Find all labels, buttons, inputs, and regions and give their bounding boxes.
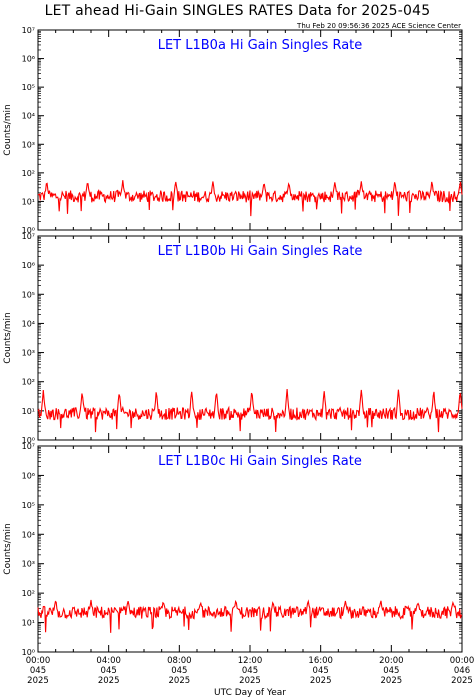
x-tick-label: 2025 [169,676,191,686]
y-tick-label: 10⁶ [22,261,35,270]
x-tick-label: 045 [383,666,399,676]
y-tick-label: 10⁰ [22,436,35,445]
plot-frame [37,445,463,653]
x-tick-label: 00:00 [26,656,51,666]
y-axis-label: Counts/min [3,523,13,574]
x-tick-label: 16:00 [308,656,333,666]
y-tick-label: 10⁵ [22,290,35,299]
y-tick-label: 10¹ [22,619,35,628]
chart-title: LET ahead Hi-Gain SINGLES RATES Data for… [44,3,431,19]
x-tick-label: 045 [30,666,46,676]
panel-title: LET L1B0c Hi Gain Singles Rate [158,454,362,469]
x-tick-label: 08:00 [167,656,192,666]
x-tick-label: 2025 [27,676,49,686]
y-tick-label: 10⁰ [22,648,35,657]
generation-timestamp: Thu Feb 20 09:56:36 2025 ACE Science Cen… [297,22,461,30]
y-tick-label: 10⁴ [22,319,35,328]
x-tick-label: 2025 [98,676,120,686]
y-tick-label: 10¹ [22,407,35,416]
x-tick-label: 2025 [451,676,473,686]
x-axis-label: UTC Day of Year [214,688,286,698]
y-tick-label: 10⁷ [22,26,35,35]
y-tick-label: 10⁶ [22,471,35,480]
y-tick-label: 10⁰ [22,226,35,235]
y-axis-label: Counts/min [3,312,13,363]
panel-title: LET L1B0b Hi Gain Singles Rate [158,244,363,259]
x-tick-label: 045 [313,666,329,676]
y-tick-label: 10³ [22,349,35,358]
panel-title: LET L1B0a Hi Gain Singles Rate [158,38,363,53]
y-tick-label: 10² [22,378,35,387]
y-tick-label: 10⁶ [22,55,35,64]
x-tick-label: 045 [171,666,187,676]
x-tick-label: 12:00 [238,656,263,666]
y-axis-label: Counts/min [3,104,13,155]
x-tick-label: 045 [242,666,258,676]
y-tick-label: 10⁵ [22,501,35,510]
x-tick-label: 20:00 [379,656,404,666]
y-tick-label: 10⁴ [22,112,35,121]
y-tick-label: 10⁷ [22,232,35,241]
data-series-line [37,388,463,433]
y-tick-label: 10² [22,589,35,598]
x-tick-label: 046 [454,666,470,676]
y-tick-label: 10¹ [22,197,35,206]
x-tick-label: 2025 [381,676,403,686]
y-tick-label: 10⁵ [22,83,35,92]
y-tick-label: 10⁷ [22,442,35,451]
y-tick-label: 10³ [22,140,35,149]
x-tick-label: 2025 [310,676,332,686]
y-tick-label: 10² [22,169,35,178]
x-tick-label: 2025 [239,676,261,686]
data-series-line [37,599,463,633]
x-tick-label: 04:00 [96,656,121,666]
x-tick-label: 045 [101,666,117,676]
x-tick-label: 00:00 [450,656,475,666]
y-tick-label: 10⁴ [22,530,35,539]
y-tick-label: 10³ [22,560,35,569]
data-series-line [37,180,463,217]
